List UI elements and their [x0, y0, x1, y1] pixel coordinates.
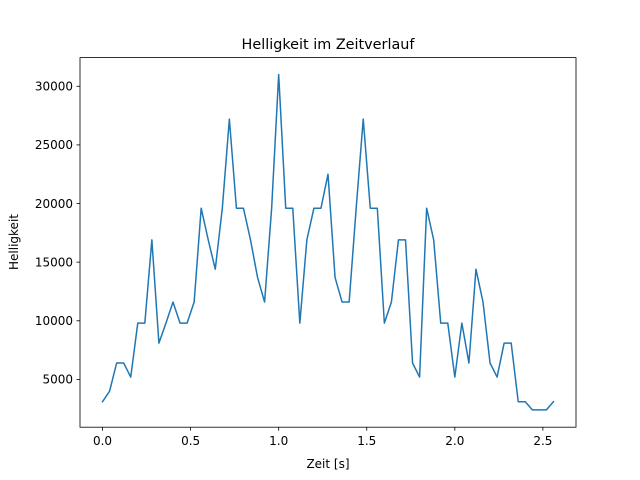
x-tick-label: 2.5 — [533, 434, 552, 448]
y-axis-label: Helligkeit — [7, 214, 21, 270]
y-axis-ticks: 5000 10000 15000 20000 25000 30000 — [35, 80, 80, 387]
y-tick-label: 25000 — [35, 138, 73, 152]
y-tick-label: 15000 — [35, 255, 73, 269]
y-tick-label: 5000 — [42, 373, 73, 387]
x-tick-label: 0.0 — [93, 434, 112, 448]
series-line-1 — [101, 73, 555, 411]
y-tick-label: 10000 — [35, 314, 73, 328]
y-tick-label: 30000 — [35, 80, 73, 94]
plot-frame — [79, 57, 577, 428]
x-tick-label: 0.5 — [181, 434, 200, 448]
x-axis-label: Zeit [s] — [306, 457, 349, 471]
x-tick-label: 2.0 — [445, 434, 464, 448]
x-tick-label: 1.5 — [357, 434, 376, 448]
x-axis-ticks: 0.0 0.5 1.0 1.5 2.0 2.5 — [93, 427, 552, 448]
y-tick-label: 20000 — [35, 197, 73, 211]
x-tick-label: 1.0 — [269, 434, 288, 448]
plot-lines — [101, 73, 555, 411]
chart-title: Helligkeit im Zeitverlauf — [242, 37, 416, 53]
